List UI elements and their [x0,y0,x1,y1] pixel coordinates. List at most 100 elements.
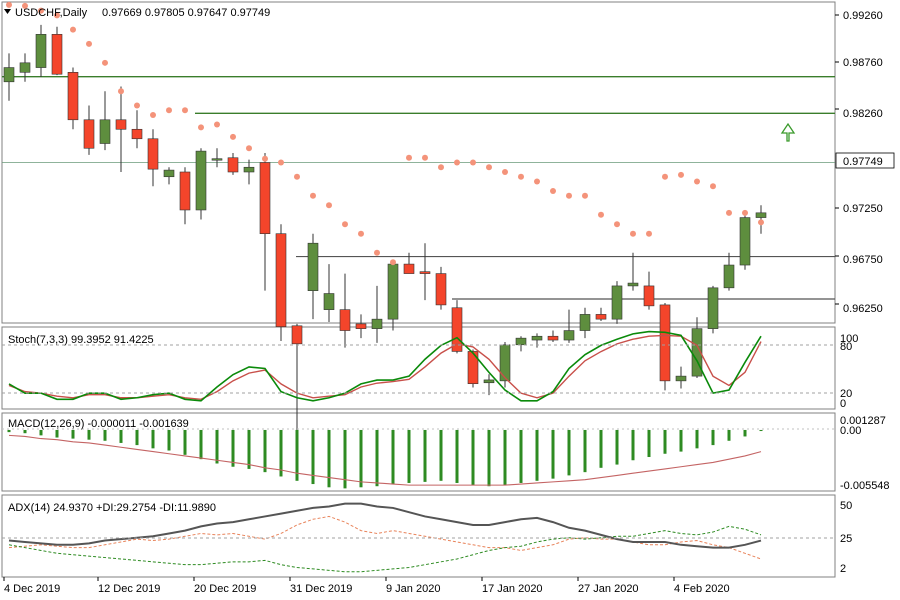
price-tick: 0.98260 [843,108,883,120]
candle-body [259,162,271,235]
psar-dot [422,154,428,161]
psar-dot [6,1,12,8]
candle-body [467,351,479,385]
psar-dot [438,164,444,171]
macd-bar [359,429,363,488]
psar-dot [406,154,412,161]
psar-dot [102,59,108,66]
stoch-tick: 20 [840,388,852,400]
macd-bar [167,429,171,451]
stochastic-lines [8,330,762,402]
psar-dot [662,173,668,180]
macd-bar [23,429,27,434]
macd-bar [727,429,731,441]
macd-label: MACD(12,26,9) -0.000011 -0.001639 [8,418,189,430]
candle-body [643,285,655,307]
candle-body [659,304,671,382]
candle-body [435,273,447,306]
macd-tick: 0.00 [840,425,861,437]
candle-body [163,169,175,178]
candle-body [147,138,159,170]
macd-bar [199,429,203,460]
candle-body [211,158,223,161]
stoch-main-line [8,330,762,402]
macd-bar [327,429,331,488]
candle-body [723,264,735,289]
psar-dot [358,230,364,237]
psar-dot [550,187,556,194]
psar-dot [502,168,508,175]
psar-dot [454,159,460,166]
candle-body [83,119,95,149]
price-tick: 0.96750 [843,254,883,266]
candle-body [755,212,767,218]
psar-dot [582,192,588,199]
macd-bar [279,429,283,477]
macd-pane-frame [1,412,836,492]
macd-bar [471,429,475,486]
time-axis: 4 Dec 2019 12 Dec 2019 20 Dec 2019 31 De… [3,577,730,595]
candle-body [195,150,207,211]
last-price-tag [835,152,895,169]
macd-bar [215,429,219,464]
psar-dot [54,12,60,19]
price-tick: 0.96250 [843,303,883,315]
candle-body [307,242,319,291]
candle-body [371,318,383,329]
psar-dot [198,124,204,131]
ohlc-readout: 0.97669 0.97805 0.97647 0.97749 [102,7,270,19]
candle-body [739,217,751,266]
macd-bar [519,429,523,483]
candle-body [115,119,127,130]
plus-di-line [8,525,762,573]
macd-tick: 0.001287 [840,415,886,427]
candle-body [355,323,367,329]
macd-bar [119,429,123,443]
candle-body [19,62,31,73]
parabolic-sar-dots [6,1,764,266]
stoch-tick: 100 [840,333,858,345]
macd-bar [7,429,11,433]
psar-dot [470,159,476,166]
candle-body [611,285,623,320]
candle-body [563,330,575,341]
psar-dot [134,102,140,109]
macd-bar [551,429,555,479]
stoch-label: Stoch(7,3,3) 99.3952 91.4225 [8,334,154,346]
macd-bar [247,429,251,469]
macd-bar [135,429,139,446]
candle-body [179,171,191,211]
psar-dot [758,219,764,226]
adx-tick: 25 [840,533,852,545]
psar-dot [86,40,92,47]
psar-dot [246,145,252,152]
price-tick: 0.98760 [843,57,883,69]
psar-dot [118,88,124,95]
candle-body [3,67,15,83]
macd-bar [663,429,667,454]
candle-body [419,271,431,274]
macd-bar [631,429,635,461]
adx-axis: 50 25 2 [840,500,852,575]
macd-bar [39,429,43,436]
psar-dot [310,192,316,199]
symbol-dropdown-icon[interactable] [4,9,11,14]
macd-bar [535,429,539,481]
psar-dot [150,112,156,119]
stoch-tick: 80 [840,341,852,353]
stoch-pane-frame [1,326,836,410]
psar-dot [678,171,684,178]
symbol-label[interactable]: USDCHF,Daily [15,7,88,19]
psar-dot [278,159,284,166]
time-label: 31 Dec 2019 [290,583,352,595]
macd-bar [503,429,507,486]
macd-bar [103,429,107,441]
psar-dot [614,221,620,228]
macd-bar [87,429,91,440]
stoch-tick: 0 [840,398,846,410]
macd-bar [695,429,699,449]
macd-bar [231,429,235,467]
candle-body [627,282,639,287]
time-label: 12 Dec 2019 [98,583,160,595]
